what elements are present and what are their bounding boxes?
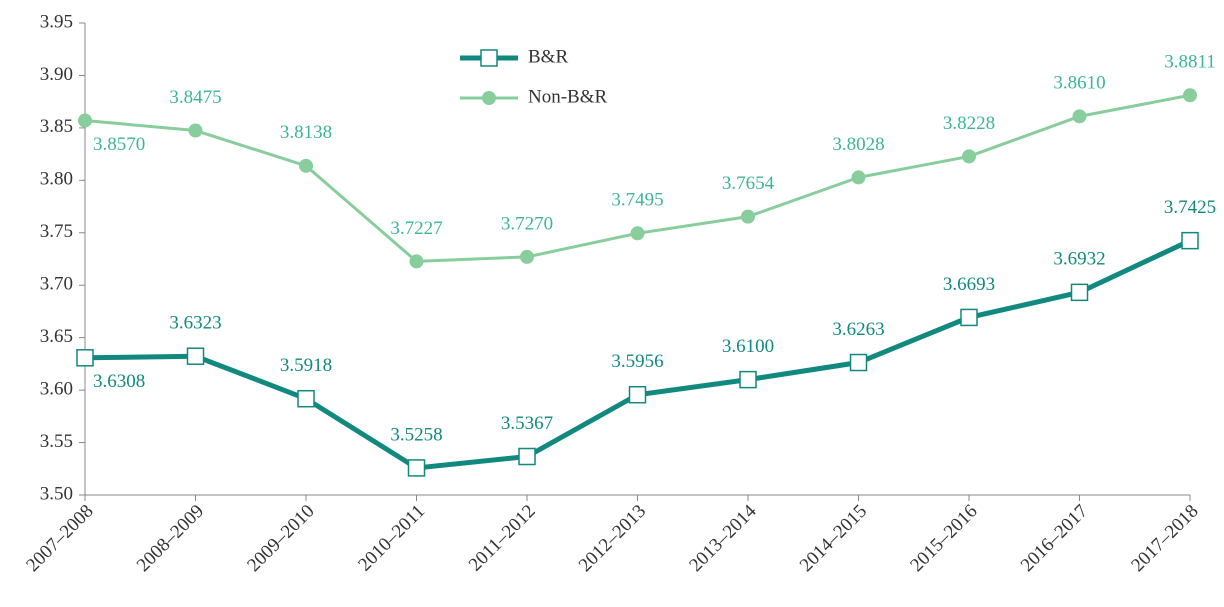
data-label: 3.8811 bbox=[1164, 52, 1216, 73]
data-label: 3.7425 bbox=[1164, 197, 1216, 218]
x-tick-label: 2011–2012 bbox=[465, 501, 540, 576]
legend-label: Non-B&R bbox=[528, 86, 608, 107]
y-tick-label: 3.60 bbox=[40, 378, 73, 399]
data-label: 3.5918 bbox=[280, 355, 332, 376]
data-label: 3.7654 bbox=[722, 173, 775, 194]
data-label: 3.7270 bbox=[501, 213, 553, 234]
data-label: 3.8138 bbox=[280, 122, 332, 143]
data-point bbox=[518, 447, 536, 466]
data-label: 3.6263 bbox=[832, 319, 884, 340]
x-tick-label: 2017–2018 bbox=[1127, 501, 1202, 576]
data-label: 3.8570 bbox=[93, 134, 145, 155]
data-point bbox=[188, 123, 203, 138]
data-label: 3.6308 bbox=[93, 371, 145, 392]
data-point bbox=[78, 113, 92, 128]
data-point bbox=[1072, 109, 1087, 124]
data-point bbox=[630, 226, 645, 241]
data-point bbox=[851, 170, 866, 185]
x-tick-label: 2016–2017 bbox=[1017, 501, 1092, 576]
data-point bbox=[628, 385, 647, 404]
x-tick-label: 2013–2014 bbox=[685, 500, 761, 576]
y-tick-label: 3.75 bbox=[40, 221, 73, 242]
data-label: 3.6932 bbox=[1053, 249, 1105, 270]
data-point bbox=[962, 149, 976, 164]
data-point bbox=[741, 209, 755, 224]
data-label: 3.8228 bbox=[943, 113, 995, 134]
legend-marker bbox=[482, 91, 496, 105]
x-tick-label: 2015–2016 bbox=[906, 501, 981, 576]
data-point bbox=[299, 158, 313, 173]
data-label: 3.5367 bbox=[501, 413, 553, 434]
data-point bbox=[739, 370, 757, 389]
data-point bbox=[76, 349, 94, 367]
y-tick-label: 3.80 bbox=[40, 169, 73, 190]
data-label: 3.7227 bbox=[390, 218, 442, 239]
y-tick-label: 3.50 bbox=[40, 483, 73, 504]
data-point bbox=[1070, 283, 1089, 302]
data-label: 3.5258 bbox=[390, 424, 442, 445]
y-tick-label: 3.70 bbox=[40, 274, 73, 295]
data-point bbox=[1181, 231, 1199, 250]
y-tick-label: 3.85 bbox=[40, 116, 73, 137]
x-tick-label: 2008–2009 bbox=[133, 501, 208, 576]
legend-marker bbox=[480, 49, 498, 67]
legend-label: B&R bbox=[528, 46, 568, 67]
y-tick-label: 3.65 bbox=[40, 326, 73, 347]
data-label: 3.8475 bbox=[169, 87, 221, 108]
x-tick-label: 2010–2011 bbox=[354, 501, 429, 576]
x-tick-label: 2014–2015 bbox=[796, 501, 871, 576]
data-label: 3.6100 bbox=[722, 336, 774, 357]
data-point bbox=[960, 308, 978, 327]
x-tick-label: 2009–2010 bbox=[243, 501, 318, 576]
data-label: 3.6693 bbox=[943, 274, 995, 295]
y-tick-label: 3.55 bbox=[40, 431, 73, 452]
data-point bbox=[407, 459, 426, 477]
data-point bbox=[409, 254, 424, 269]
data-label: 3.5956 bbox=[611, 351, 663, 372]
y-tick-label: 3.90 bbox=[40, 64, 73, 85]
data-label: 3.8610 bbox=[1053, 73, 1105, 94]
data-point bbox=[1183, 88, 1197, 103]
data-label: 3.8028 bbox=[832, 134, 884, 155]
x-tick-label: 2007–2008 bbox=[22, 501, 97, 576]
data-point bbox=[520, 249, 534, 264]
data-label: 3.6323 bbox=[169, 313, 221, 334]
y-tick-label: 3.95 bbox=[40, 11, 73, 32]
x-tick-label: 2012–2013 bbox=[575, 501, 650, 576]
data-label: 3.7495 bbox=[611, 190, 663, 211]
data-point bbox=[297, 389, 315, 408]
data-point bbox=[186, 347, 205, 365]
data-point bbox=[849, 353, 868, 372]
